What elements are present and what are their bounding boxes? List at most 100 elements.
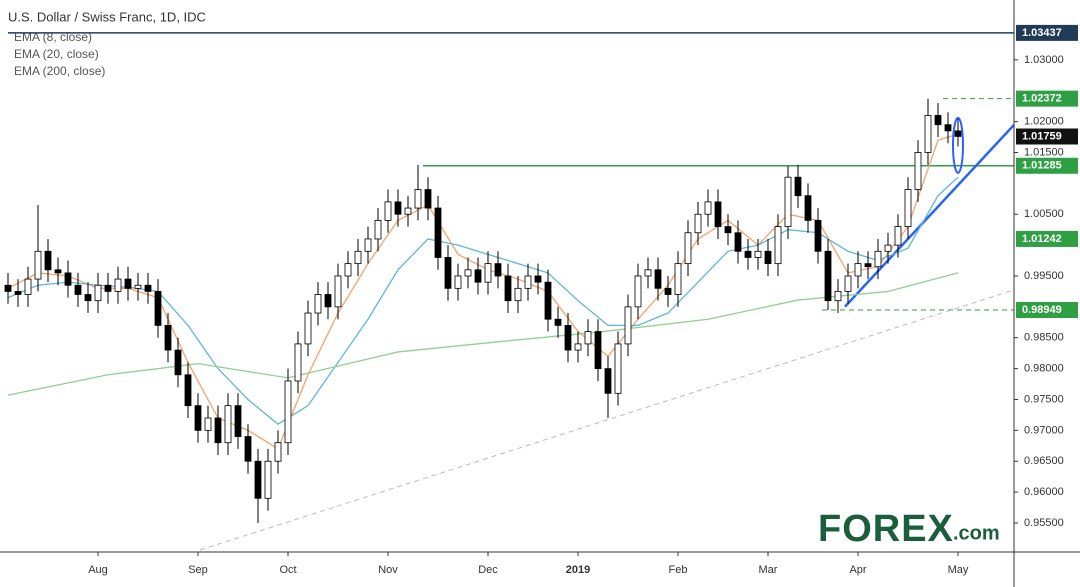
candle-body [914, 152, 922, 190]
candle-body [94, 284, 102, 302]
candle-body [74, 284, 82, 295]
candle-body [64, 272, 72, 286]
candle-body [354, 250, 362, 265]
candle-body [264, 460, 272, 499]
y-tick-label: 1.01500 [1024, 146, 1064, 158]
price-label: 1.02372 [1022, 93, 1062, 105]
candle-body [344, 263, 352, 277]
price-label: 0.98949 [1022, 304, 1062, 316]
x-tick-label: Dec [478, 564, 498, 576]
candle-body [664, 287, 672, 295]
candle-body [434, 207, 442, 258]
candle-body [204, 417, 212, 431]
candle-body [194, 405, 202, 431]
legend-entry: EMA (8, close) [14, 30, 92, 44]
candle-body [904, 189, 912, 227]
chart-title: U.S. Dollar / Swiss Franc, 1D, IDC [8, 9, 206, 24]
candle-body [214, 417, 222, 444]
candle-body [454, 275, 462, 289]
y-tick-label: 1.03000 [1024, 54, 1064, 66]
price-label: 1.03437 [1022, 27, 1062, 39]
ema-line [7, 176, 959, 425]
candle-body [144, 284, 152, 292]
candle-body [154, 291, 162, 326]
candle-body [504, 275, 512, 302]
candle-body [44, 250, 52, 271]
candle-body [644, 269, 652, 277]
legend-entry: EMA (20, close) [14, 47, 99, 61]
y-tick-label: 1.02000 [1024, 116, 1064, 128]
legend: U.S. Dollar / Swiss Franc, 1D, IDC EMA (… [8, 9, 206, 78]
price-label-box [1016, 24, 1078, 41]
plot [4, 32, 1015, 551]
candle-body [864, 263, 872, 268]
price-label-box [1016, 302, 1078, 319]
x-tick-label: Nov [378, 564, 398, 576]
candle-body [814, 220, 822, 252]
candle-body [884, 244, 892, 252]
x-tick-label: Sep [188, 564, 208, 576]
candle-body [334, 275, 342, 308]
candle-body [614, 343, 622, 394]
candle-body [784, 176, 792, 227]
x-tick-label: Mar [759, 564, 778, 576]
candle-body [384, 201, 392, 221]
candle-body [944, 124, 952, 132]
candle-body [54, 269, 62, 274]
candle-body [874, 250, 882, 268]
candle-body [514, 287, 522, 302]
candle-body [654, 269, 662, 289]
candle-body [714, 201, 722, 227]
candle-body [544, 281, 552, 320]
candle-body [484, 263, 492, 283]
candle-body [744, 250, 752, 258]
candle-body [24, 278, 32, 295]
x-tick-label: Feb [669, 564, 688, 576]
candle-body [954, 130, 962, 137]
candle-body [314, 294, 322, 314]
y-tick-label: 1.00500 [1024, 208, 1064, 220]
price-label-box [1016, 128, 1078, 145]
candle-body [824, 250, 832, 302]
candle-body [704, 201, 712, 215]
y-tick-label: 0.97500 [1024, 393, 1064, 405]
candle-body [374, 220, 382, 240]
x-tick-label: May [948, 564, 969, 576]
candle-body [774, 226, 782, 265]
candle-body [404, 207, 412, 215]
y-tick-label: 0.99500 [1024, 270, 1064, 282]
candle-body [324, 294, 332, 308]
candle-body [414, 189, 422, 209]
candle-body [364, 238, 372, 252]
candle-body [854, 263, 862, 277]
candle-body [4, 284, 12, 292]
candle-body [284, 380, 292, 444]
legend-entry: EMA (200, close) [14, 64, 105, 78]
candle-body [924, 115, 932, 153]
candle-body [84, 294, 92, 302]
y-tick-label: 0.95500 [1024, 517, 1064, 529]
price-label-box [1016, 157, 1078, 174]
trendline [199, 289, 1015, 551]
candle-body [674, 263, 682, 295]
candle-body [464, 269, 472, 277]
candle-body [894, 226, 902, 246]
candle-body [834, 291, 842, 302]
candle-body [764, 250, 772, 265]
price-label: 1.01285 [1022, 160, 1062, 172]
candle-body [234, 405, 242, 437]
trendline [844, 124, 1015, 308]
candle-body [624, 306, 632, 345]
y-tick-label: 0.98500 [1024, 332, 1064, 344]
candle-body [474, 269, 482, 283]
candle-body [584, 331, 592, 345]
candle-body [174, 349, 182, 376]
candle-body [14, 291, 22, 295]
candle-body [394, 201, 402, 215]
candle-body [124, 278, 132, 289]
logo-suffix: .com [953, 522, 1000, 544]
candle-body [694, 213, 702, 234]
candle-body [294, 343, 302, 382]
candle-body [604, 368, 612, 394]
